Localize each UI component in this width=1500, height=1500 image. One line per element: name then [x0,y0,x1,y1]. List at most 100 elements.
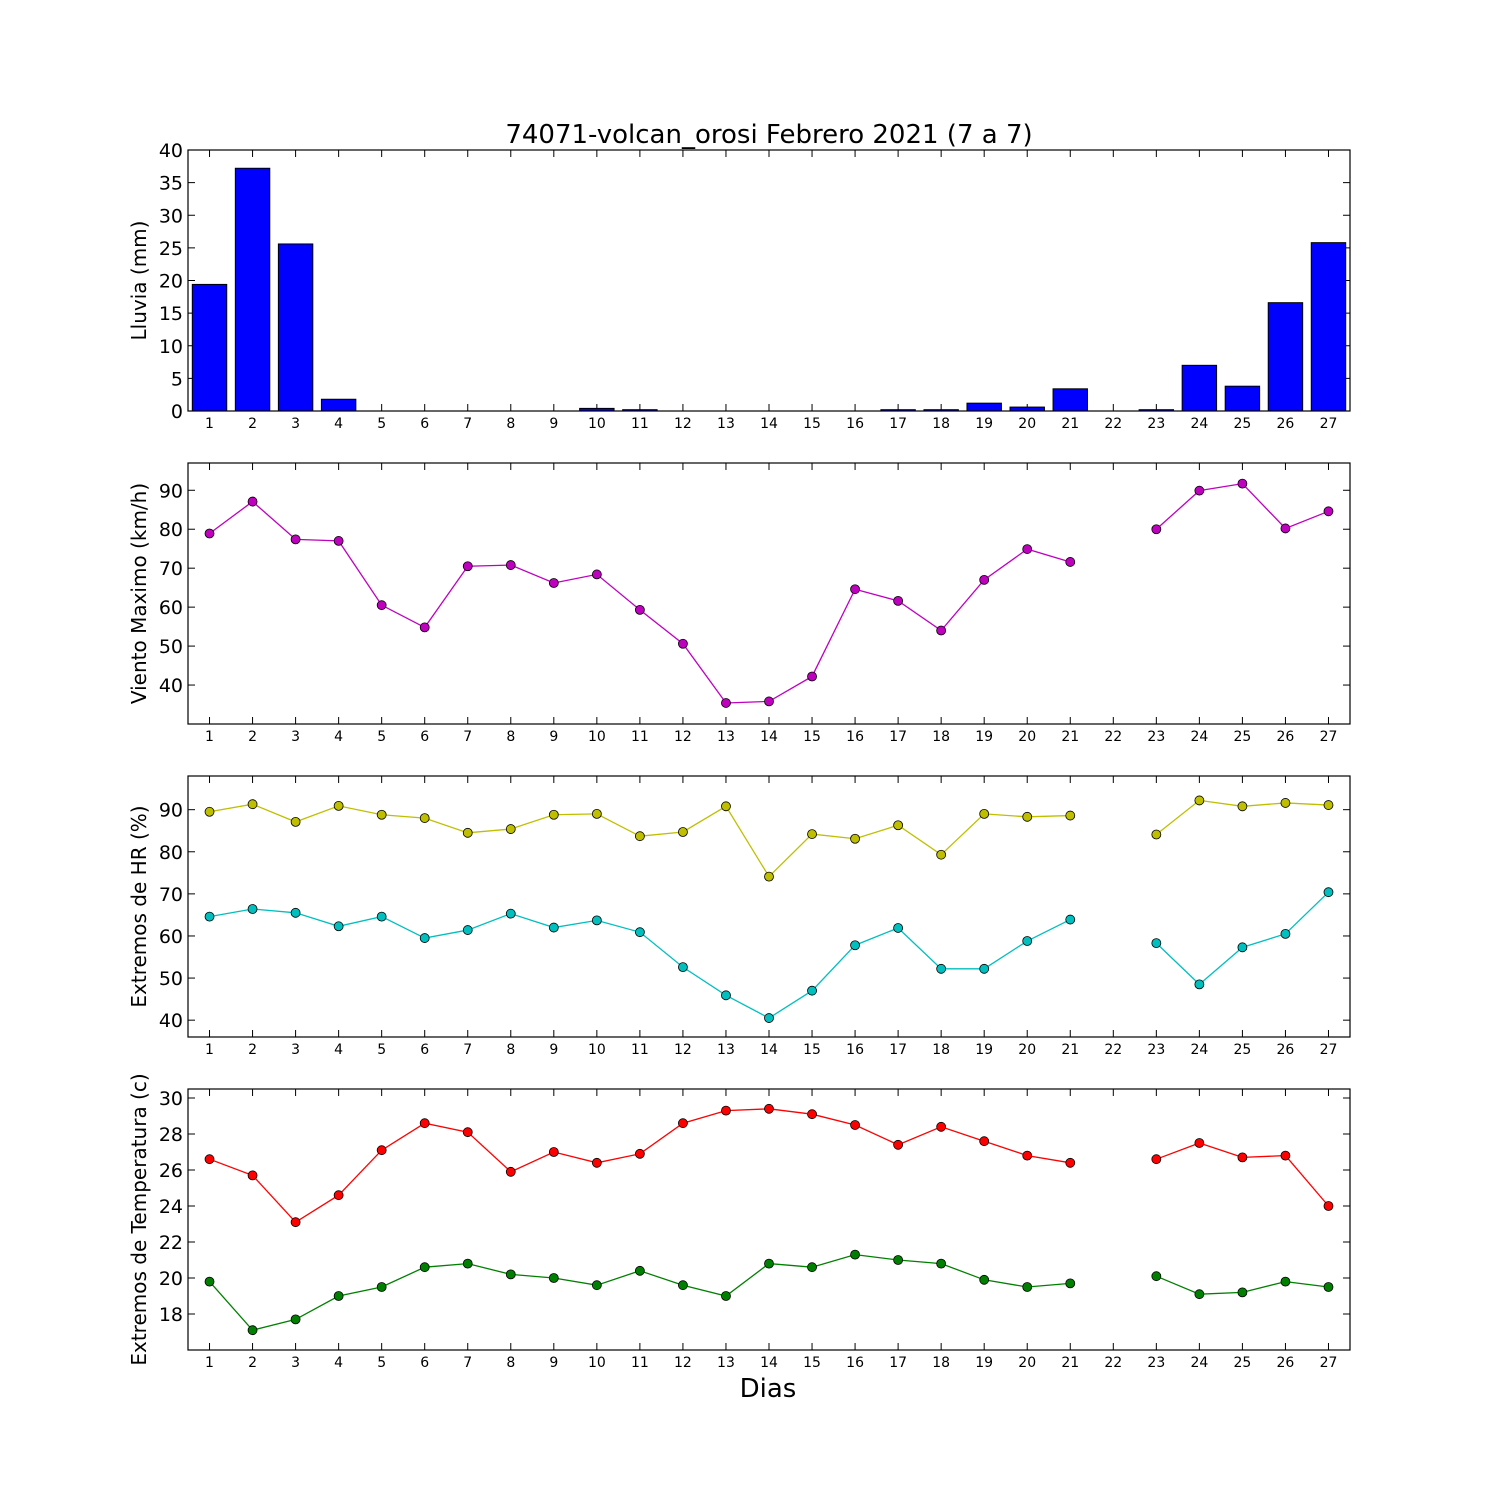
x-tick-label: 12 [674,729,692,745]
x-tick-label: 21 [1061,1355,1079,1371]
plot-frame [187,1088,1351,1351]
data-point [979,808,990,819]
x-tick-label: 19 [975,1355,993,1371]
x-tick-label: 14 [760,416,778,432]
data-point [1022,1282,1033,1292]
data-point [1194,979,1205,990]
x-tick-label: 8 [506,1355,515,1371]
bar [1052,388,1088,412]
data-point [290,816,301,827]
x-tick-label: 20 [1018,1042,1036,1058]
y-tick-label: 35 [159,173,183,195]
x-tick-label: 2 [248,1355,257,1371]
x-tick-label: 13 [717,1355,735,1371]
y-tick-label: 40 [159,140,183,162]
data-point [1022,936,1033,946]
data-point [548,1147,559,1157]
data-point [1280,523,1291,534]
data-point [204,806,215,817]
data-point [893,1255,904,1265]
x-tick-label: 22 [1104,1355,1122,1371]
x-tick-label: 1 [205,1042,214,1058]
data-point [548,809,559,820]
data-point [548,922,559,933]
x-tick-label: 3 [291,416,300,432]
x-tick-label: 9 [549,729,558,745]
x-tick-label: 5 [377,416,386,432]
y-tick-label: 80 [159,519,183,541]
y-axis-label: Lluvia (mm) [127,221,151,341]
y-tick-label: 24 [159,1196,183,1218]
data-point [678,962,688,973]
data-point [1323,800,1334,810]
x-tick-label: 1 [205,729,214,745]
x-tick-label: 20 [1018,1355,1036,1371]
y-tick-label: 30 [159,205,183,227]
plot-frame [187,462,1351,725]
data-point [204,911,215,922]
x-tick-label: 23 [1147,1355,1165,1371]
data-point [1323,1201,1334,1211]
x-tick-label: 2 [248,1042,257,1058]
data-point [419,933,430,943]
data-point [1237,1287,1248,1298]
data-point [1151,1271,1162,1282]
data-point [204,528,215,539]
data-point [333,1190,344,1201]
data-point [807,985,817,996]
data-point [1194,485,1205,496]
data-point [1280,928,1291,939]
data-point [462,561,473,572]
data-point [333,536,344,546]
data-point [893,596,904,606]
data-point [936,963,947,974]
data-point [419,622,430,633]
x-tick-label: 3 [291,1355,300,1371]
data-point [1022,811,1033,822]
x-tick-label: 11 [631,1355,649,1371]
data-point [634,1265,645,1276]
x-tick-label: 22 [1104,729,1122,745]
x-tick-label: 11 [631,416,649,432]
x-tick-label: 16 [846,1042,864,1058]
x-tick-label: 8 [506,729,515,745]
x-tick-label: 12 [674,1355,692,1371]
x-tick-label: 13 [717,416,735,432]
bar [1224,385,1261,412]
data-point [764,871,774,882]
x-tick-label: 24 [1190,1042,1208,1058]
y-tick-label: 40 [159,675,183,697]
x-tick-label: 25 [1233,1355,1251,1371]
x-tick-label: 6 [420,1042,429,1058]
data-point [247,799,258,810]
x-tick-label: 5 [377,1355,386,1371]
x-tick-label: 20 [1018,416,1036,432]
x-tick-label: 17 [889,1355,907,1371]
y-tick-label: 90 [159,800,183,822]
plot-frame [187,775,1351,1038]
x-tick-label: 25 [1233,416,1251,432]
x-tick-label: 23 [1147,729,1165,745]
y-tick-label: 10 [159,336,183,358]
x-tick-label: 16 [846,1355,864,1371]
x-tick-label: 7 [463,1042,472,1058]
x-tick-label: 7 [463,416,472,432]
data-point [290,1217,301,1228]
data-point [376,809,387,820]
x-tick-label: 13 [717,729,735,745]
data-point [1022,544,1033,554]
x-tick-label: 23 [1147,416,1165,432]
x-tick-label: 18 [932,1355,950,1371]
data-point [634,831,645,842]
y-tick-label: 90 [159,480,183,502]
x-tick-label: 5 [377,1042,386,1058]
data-point [548,1273,559,1283]
x-tick-label: 16 [846,416,864,432]
data-point [979,1136,990,1147]
data-point [591,808,602,819]
x-tick-label: 17 [889,729,907,745]
x-tick-label: 8 [506,1042,515,1058]
x-tick-label: 25 [1233,729,1251,745]
